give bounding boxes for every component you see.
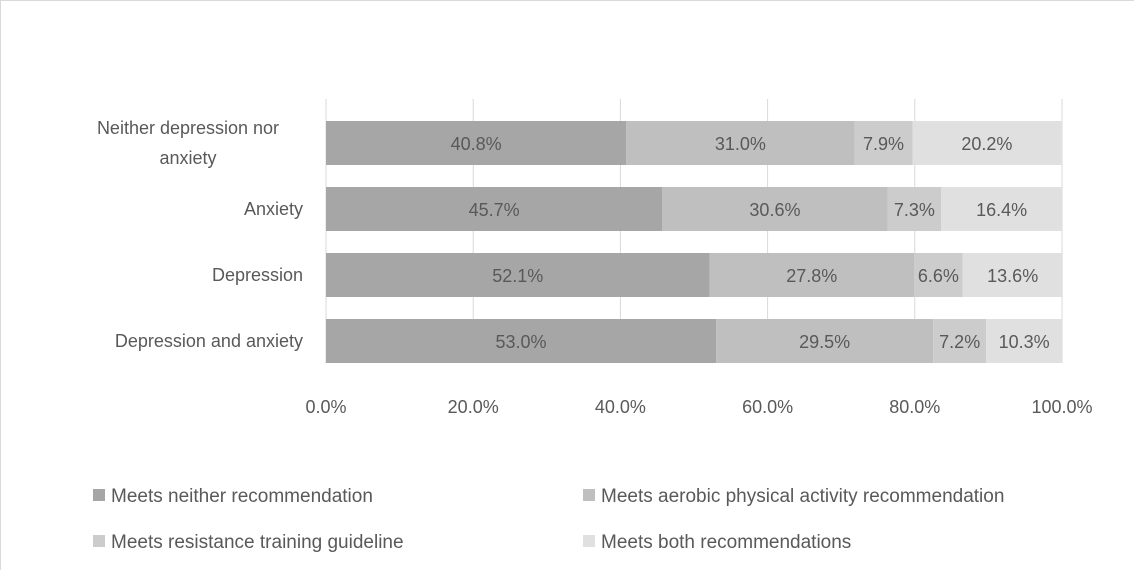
data-label: 52.1%	[492, 266, 543, 286]
bar-segment	[854, 121, 913, 165]
bar-segment	[914, 253, 963, 297]
x-tick-label: 60.0%	[742, 397, 793, 417]
category-label: Depression	[212, 265, 303, 285]
legend-label: Meets neither recommendation	[111, 486, 373, 507]
data-label: 27.8%	[786, 266, 837, 286]
bar-segment	[887, 187, 942, 231]
data-label: 40.8%	[451, 134, 502, 154]
data-label: 53.0%	[496, 332, 547, 352]
legend-label: Meets both recommendations	[601, 532, 851, 553]
bar-segment	[912, 121, 1062, 165]
bars	[326, 121, 1063, 363]
data-label: 7.9%	[863, 134, 904, 154]
legend-label: Meets resistance training guideline	[111, 532, 404, 553]
value-axis: 0.0% 20.0% 40.0% 60.0% 80.0% 100.0%	[305, 397, 1092, 417]
bar-segment	[662, 187, 888, 231]
bar-segment	[716, 319, 934, 363]
data-label: 31.0%	[715, 134, 766, 154]
bar-segment	[326, 253, 710, 297]
data-label: 6.6%	[918, 266, 959, 286]
bar-segment	[962, 253, 1063, 297]
x-tick-label: 80.0%	[889, 397, 940, 417]
bar-segment	[326, 187, 663, 231]
data-label: 13.6%	[987, 266, 1038, 286]
category-label: Neither depression nor anxiety	[97, 118, 279, 168]
data-label: 7.2%	[939, 332, 980, 352]
data-labels: 40.8% 31.0% 7.9% 20.2% 45.7% 30.6% 7.3% 16.4% 52…	[451, 134, 1050, 352]
bar-segment	[326, 319, 717, 363]
legend-swatch	[583, 489, 595, 501]
legend-swatch	[93, 489, 105, 501]
bar-segment	[326, 121, 627, 165]
legend-label: Meets aerobic physical activity recommen…	[601, 486, 1004, 507]
bar-segment	[709, 253, 915, 297]
data-label: 45.7%	[469, 200, 520, 220]
legend: Meets neither recommendation Meets aerobi…	[93, 486, 1004, 553]
bar-segment	[933, 319, 987, 363]
legend-swatch	[583, 535, 595, 547]
category-axis: Neither depression nor anxiety Anxiety Depr…	[97, 118, 303, 351]
x-tick-label: 0.0%	[305, 397, 346, 417]
data-label: 16.4%	[976, 200, 1027, 220]
bar-segment	[986, 319, 1062, 363]
data-label: 29.5%	[799, 332, 850, 352]
data-label: 7.3%	[894, 200, 935, 220]
bar-segment	[626, 121, 855, 165]
category-label: Anxiety	[244, 199, 303, 219]
data-label: 30.6%	[749, 200, 800, 220]
x-tick-label: 40.0%	[595, 397, 646, 417]
category-label: Depression and anxiety	[115, 331, 303, 351]
x-tick-label: 20.0%	[448, 397, 499, 417]
legend-swatch	[93, 535, 105, 547]
data-label: 10.3%	[999, 332, 1050, 352]
x-tick-label: 100.0%	[1031, 397, 1092, 417]
bar-segment	[941, 187, 1062, 231]
data-label: 20.2%	[961, 134, 1012, 154]
